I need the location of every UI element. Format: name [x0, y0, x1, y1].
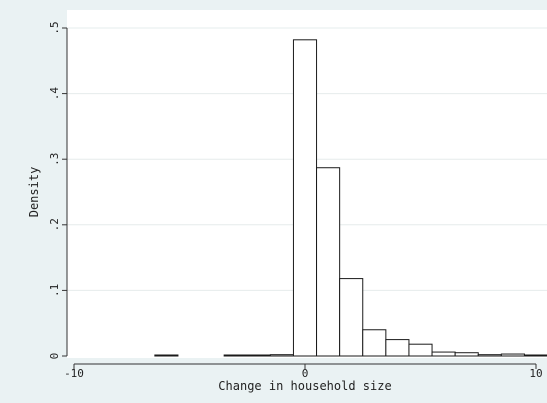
histogram-bar: [431, 351, 456, 357]
histogram-bar: [339, 278, 364, 357]
x-tick-label: 0: [302, 367, 309, 380]
histogram-bar: [223, 354, 248, 357]
histogram-bar: [246, 354, 271, 357]
histogram-bar: [523, 354, 547, 357]
histogram-bar: [500, 353, 525, 357]
y-axis-title: Density: [27, 167, 41, 218]
y-tick-label: .1: [48, 284, 61, 297]
histogram-bar: [292, 39, 318, 357]
y-tick-label: .4: [48, 87, 61, 101]
x-axis-title: Change in household size: [218, 379, 391, 393]
y-axis-ticks: 0 .1 .2 .3 .4 .5: [48, 21, 67, 359]
histogram-bar: [385, 339, 410, 357]
histogram-bar: [454, 352, 479, 357]
y-tick-label: .5: [48, 21, 61, 34]
histogram-bars: [154, 39, 547, 357]
histogram-bar: [316, 167, 341, 357]
y-tick-label: .2: [48, 218, 61, 231]
x-tick-label: -10: [64, 367, 84, 380]
x-axis-ticks: -10 0 10: [64, 364, 543, 380]
histogram-bar: [477, 354, 502, 357]
histogram-bar: [154, 354, 179, 357]
y-tick-label: 0: [48, 353, 61, 360]
histogram-bar: [269, 354, 294, 357]
histogram-bar: [362, 329, 387, 357]
y-tick-label: .3: [48, 153, 61, 166]
histogram-bar: [408, 343, 433, 357]
x-tick-label: 10: [529, 367, 542, 380]
